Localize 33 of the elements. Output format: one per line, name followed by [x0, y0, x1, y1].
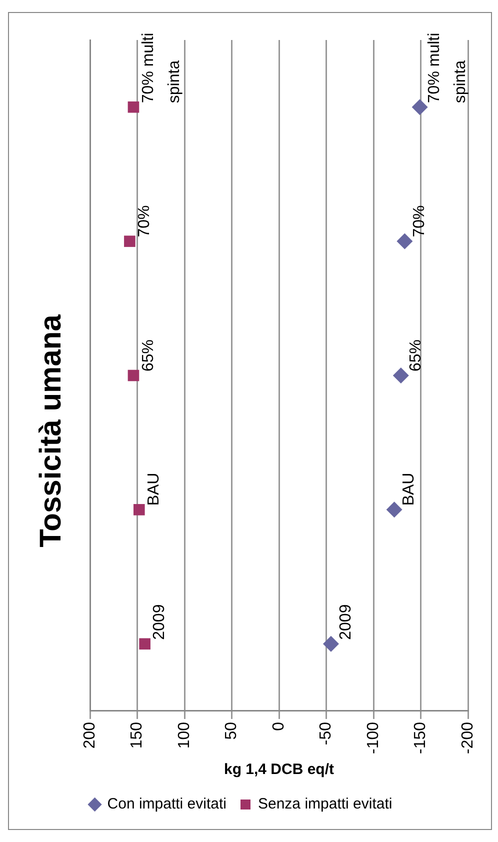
annotation: 65% [407, 339, 424, 372]
legend-label: Con impatti evitati [107, 796, 226, 813]
annotation: 70% multi spinta [426, 32, 470, 104]
x-tick-label: -50 [318, 722, 335, 746]
x-tick-label: 50 [223, 722, 240, 740]
x-tick-label: -200 [459, 722, 476, 754]
annotation: 70% multi spinta [140, 32, 183, 104]
annotation: 2009 [151, 604, 168, 640]
x-tick-label: 100 [176, 722, 193, 749]
point [412, 99, 428, 116]
point [322, 636, 339, 652]
annotation: 65% [140, 339, 157, 372]
point [128, 370, 140, 382]
x-tick-label: 150 [128, 722, 146, 749]
x-tick-label: 200 [81, 722, 98, 749]
point [396, 233, 413, 250]
annotation: 2009 [337, 604, 354, 640]
point [392, 367, 409, 384]
annotation: BAU [146, 472, 163, 506]
point [124, 236, 136, 247]
x-tick-label: 0 [270, 722, 288, 731]
x-axis-title: kg 1,4 DCB eq/t [224, 761, 334, 778]
annotation: BAU [400, 472, 418, 506]
point [386, 502, 402, 518]
point [128, 101, 140, 113]
legend-label: Senza impatti evitati [258, 796, 392, 813]
point [133, 504, 145, 516]
annotation: 70% [136, 205, 154, 238]
point [139, 638, 150, 650]
x-tick-label: -100 [364, 722, 382, 754]
annotation: 70% [411, 205, 428, 238]
text: Tossicità umana [34, 314, 68, 548]
x-tick-label: -150 [412, 722, 430, 754]
